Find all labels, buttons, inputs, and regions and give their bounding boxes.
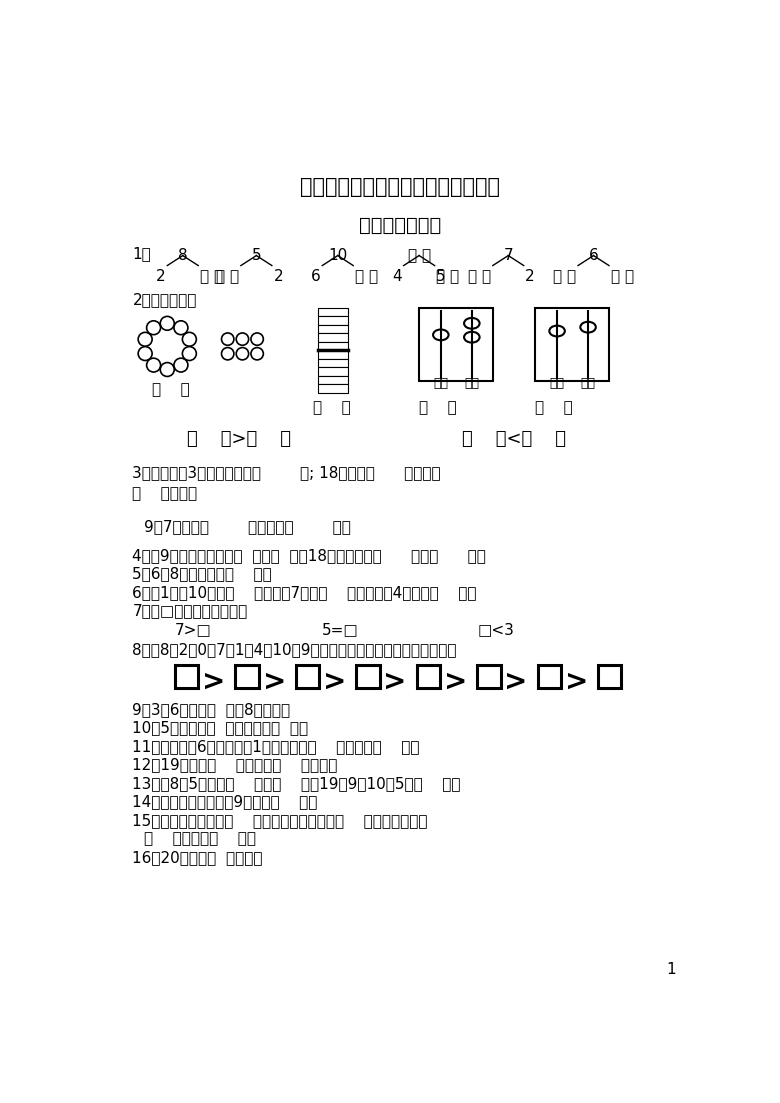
Text: >: > bbox=[444, 667, 467, 696]
Text: >: > bbox=[263, 667, 286, 696]
Text: 小学数学一年级上册期末分类复习题: 小学数学一年级上册期末分类复习题 bbox=[300, 176, 500, 197]
Text: 1: 1 bbox=[666, 963, 675, 977]
Text: 5: 5 bbox=[252, 248, 261, 263]
Text: （ ）: （ ） bbox=[408, 248, 431, 263]
Bar bbox=[318, 384, 348, 393]
Text: 12、19里面有（    ）个十和（    ）个一。: 12、19里面有（ ）个十和（ ）个一。 bbox=[133, 758, 338, 772]
Text: （    ）: （ ） bbox=[535, 400, 573, 416]
Text: （    ）>（    ）: （ ）>（ ） bbox=[186, 430, 291, 448]
Bar bbox=[318, 351, 348, 358]
Bar bbox=[318, 367, 348, 376]
Text: >: > bbox=[505, 667, 528, 696]
Text: 十位: 十位 bbox=[550, 377, 565, 390]
Text: （ ）: （ ） bbox=[553, 269, 576, 285]
Text: （ ）: （ ） bbox=[355, 269, 378, 285]
Bar bbox=[318, 333, 348, 342]
Text: 7: 7 bbox=[503, 248, 513, 263]
Text: 7、在□里填上适当的数。: 7、在□里填上适当的数。 bbox=[133, 603, 247, 619]
Text: （ ）: （ ） bbox=[216, 269, 239, 285]
Bar bbox=[236, 665, 259, 688]
Text: （    ）: （ ） bbox=[313, 400, 351, 416]
Text: 2: 2 bbox=[525, 269, 535, 285]
Text: 4、和9相邻的两个数是（  ）和（  ）。18的相邻数是（      ）和（      ）。: 4、和9相邻的两个数是（ ）和（ ）。18的相邻数是（ ）和（ ）。 bbox=[133, 548, 486, 564]
Text: 15、最小的两位数是（    ），最大的一位数是（    ），它们的和是: 15、最小的两位数是（ ），最大的一位数是（ ），它们的和是 bbox=[133, 813, 428, 828]
Text: （ ）: （ ） bbox=[611, 269, 633, 285]
Text: 5、6和8中间的数是（    ）。: 5、6和8中间的数是（ ）。 bbox=[133, 567, 272, 581]
Bar bbox=[419, 308, 493, 381]
Text: 6: 6 bbox=[311, 269, 321, 285]
Text: 十位: 十位 bbox=[434, 377, 448, 390]
Text: □<3: □<3 bbox=[477, 622, 514, 638]
Text: 个位: 个位 bbox=[464, 377, 480, 390]
Text: （一）认识数字: （一）认识数字 bbox=[359, 215, 441, 235]
Text: 3、一个十和3个一合起来是（        ）; 18里面有（      ）个一和: 3、一个十和3个一合起来是（ ）; 18里面有（ ）个一和 bbox=[133, 465, 441, 480]
Text: 2、看图写数。: 2、看图写数。 bbox=[133, 292, 197, 308]
Text: （ ）: （ ） bbox=[200, 269, 223, 285]
Bar bbox=[175, 665, 198, 688]
Text: 10、5的右边是（  ），左边是（  ）。: 10、5的右边是（ ），左边是（ ）。 bbox=[133, 720, 309, 736]
Text: 7>□: 7>□ bbox=[175, 622, 211, 638]
Text: >: > bbox=[202, 667, 225, 696]
Text: 2: 2 bbox=[156, 269, 165, 285]
Text: （    ）个十。: （ ）个十。 bbox=[133, 486, 197, 502]
Text: 8、把8、2、0、7、1、4、10、9这些数按从大到小的顺序排列起来。: 8、把8、2、0、7、1、4、10、9这些数按从大到小的顺序排列起来。 bbox=[133, 642, 457, 657]
Text: 10: 10 bbox=[328, 248, 347, 263]
Text: 16、20里面有（  ）个十。: 16、20里面有（ ）个十。 bbox=[133, 850, 263, 865]
Text: 2: 2 bbox=[274, 269, 283, 285]
Text: 5=□: 5=□ bbox=[322, 622, 359, 638]
Text: （    ）<（    ）: （ ）<（ ） bbox=[462, 430, 566, 448]
Bar bbox=[417, 665, 440, 688]
Text: 14、被减数和减数都是9，差是（    ）。: 14、被减数和减数都是9，差是（ ）。 bbox=[133, 794, 317, 810]
Bar bbox=[296, 665, 319, 688]
Text: 13、比8多5的数是（    ），（    ）比19少9，10比5多（    ）。: 13、比8多5的数是（ ），（ ）比19少9，10比5多（ ）。 bbox=[133, 777, 461, 791]
Bar bbox=[318, 308, 348, 317]
Text: 9、3和6相比，（  ）比8小得多。: 9、3和6相比，（ ）比8小得多。 bbox=[133, 703, 290, 717]
Bar bbox=[537, 665, 561, 688]
Text: （    ）: （ ） bbox=[152, 383, 190, 397]
Bar bbox=[318, 358, 348, 367]
Bar bbox=[535, 308, 609, 381]
Bar bbox=[318, 342, 348, 351]
Text: >: > bbox=[565, 667, 588, 696]
Text: 4: 4 bbox=[392, 269, 402, 285]
Text: （ ）: （ ） bbox=[436, 269, 459, 285]
Text: （ ）: （ ） bbox=[468, 269, 491, 285]
Text: >: > bbox=[384, 667, 407, 696]
Bar bbox=[318, 317, 348, 325]
Text: 6: 6 bbox=[589, 248, 598, 263]
Text: 8: 8 bbox=[178, 248, 187, 263]
Text: （    ），差是（    ）。: （ ），差是（ ）。 bbox=[144, 832, 256, 846]
Text: 5: 5 bbox=[436, 269, 446, 285]
Bar bbox=[318, 325, 348, 333]
Bar bbox=[477, 665, 501, 688]
Bar bbox=[598, 665, 622, 688]
Text: 11、个位上是6，十位上是1，这个数是（    ），读作（    ）。: 11、个位上是6，十位上是1，这个数是（ ），读作（ ）。 bbox=[133, 739, 420, 754]
Text: 9和7的和是（        ），差是（        ）。: 9和7的和是（ ），差是（ ）。 bbox=[144, 518, 351, 534]
Text: >: > bbox=[323, 667, 346, 696]
Text: 1、: 1、 bbox=[133, 246, 151, 261]
Bar bbox=[318, 376, 348, 384]
Text: 6、从1数到10，有（    ）个数，7是第（    ）个数，第4个数是（    ）。: 6、从1数到10，有（ ）个数，7是第（ ）个数，第4个数是（ ）。 bbox=[133, 585, 477, 600]
Text: （    ）: （ ） bbox=[419, 400, 457, 416]
Bar bbox=[356, 665, 380, 688]
Text: 个位: 个位 bbox=[580, 377, 596, 390]
